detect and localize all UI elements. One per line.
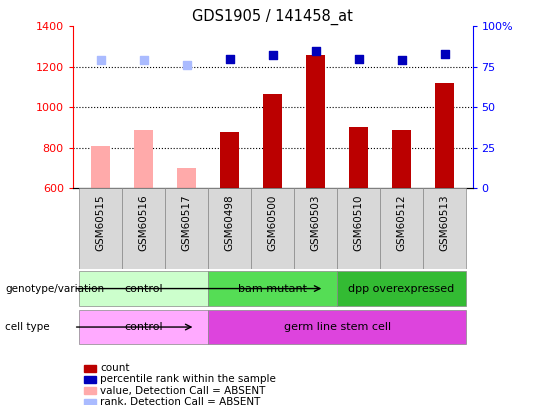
Text: GSM60512: GSM60512 (396, 195, 407, 252)
Text: value, Detection Call = ABSENT: value, Detection Call = ABSENT (100, 386, 265, 396)
Point (139, 57, 148, 64)
Point (312, 47, 320, 54)
Point (354, 55, 363, 62)
Bar (380, 188, 423, 269)
Text: cell type: cell type (5, 322, 50, 332)
Bar (123, 188, 165, 269)
Bar (349, 126, 368, 188)
Text: percentile rank within the sample: percentile rank within the sample (100, 375, 276, 384)
Bar (177, 168, 197, 188)
Text: GSM60510: GSM60510 (354, 195, 363, 252)
Bar (294, 188, 337, 269)
Point (268, 52, 277, 59)
Text: GSM60500: GSM60500 (268, 195, 278, 251)
Bar (306, 55, 325, 188)
Bar (79, 271, 208, 306)
Text: control: control (125, 284, 163, 294)
Bar (220, 132, 239, 188)
Text: germ line stem cell: germ line stem cell (284, 322, 391, 332)
Point (97, 57, 105, 64)
Text: GSM60517: GSM60517 (182, 195, 192, 252)
Point (183, 62, 191, 68)
Bar (91, 146, 111, 188)
Bar (208, 188, 251, 269)
Bar (79, 310, 208, 344)
Text: GSM60516: GSM60516 (139, 195, 149, 252)
Bar (251, 188, 294, 269)
Bar (134, 130, 153, 188)
Point (440, 51, 449, 57)
Title: GDS1905 / 141458_at: GDS1905 / 141458_at (192, 9, 353, 25)
Point (397, 57, 406, 64)
Bar (263, 94, 282, 188)
Bar (79, 188, 123, 269)
Text: GSM60513: GSM60513 (440, 195, 450, 252)
Bar (208, 310, 466, 344)
Text: GSM60515: GSM60515 (96, 195, 106, 252)
Point (225, 55, 234, 62)
Text: GSM60503: GSM60503 (310, 195, 321, 252)
Bar (337, 188, 380, 269)
Text: rank, Detection Call = ABSENT: rank, Detection Call = ABSENT (100, 397, 260, 405)
Bar (337, 271, 466, 306)
Bar (208, 271, 337, 306)
Bar (165, 188, 208, 269)
Bar (423, 188, 466, 269)
Text: genotype/variation: genotype/variation (5, 284, 105, 294)
Text: GSM60498: GSM60498 (225, 195, 235, 252)
Text: dpp overexpressed: dpp overexpressed (348, 284, 455, 294)
Text: count: count (100, 363, 130, 373)
Bar (435, 83, 454, 188)
Bar (392, 130, 411, 188)
Text: control: control (125, 322, 163, 332)
Text: bam mutant: bam mutant (238, 284, 307, 294)
